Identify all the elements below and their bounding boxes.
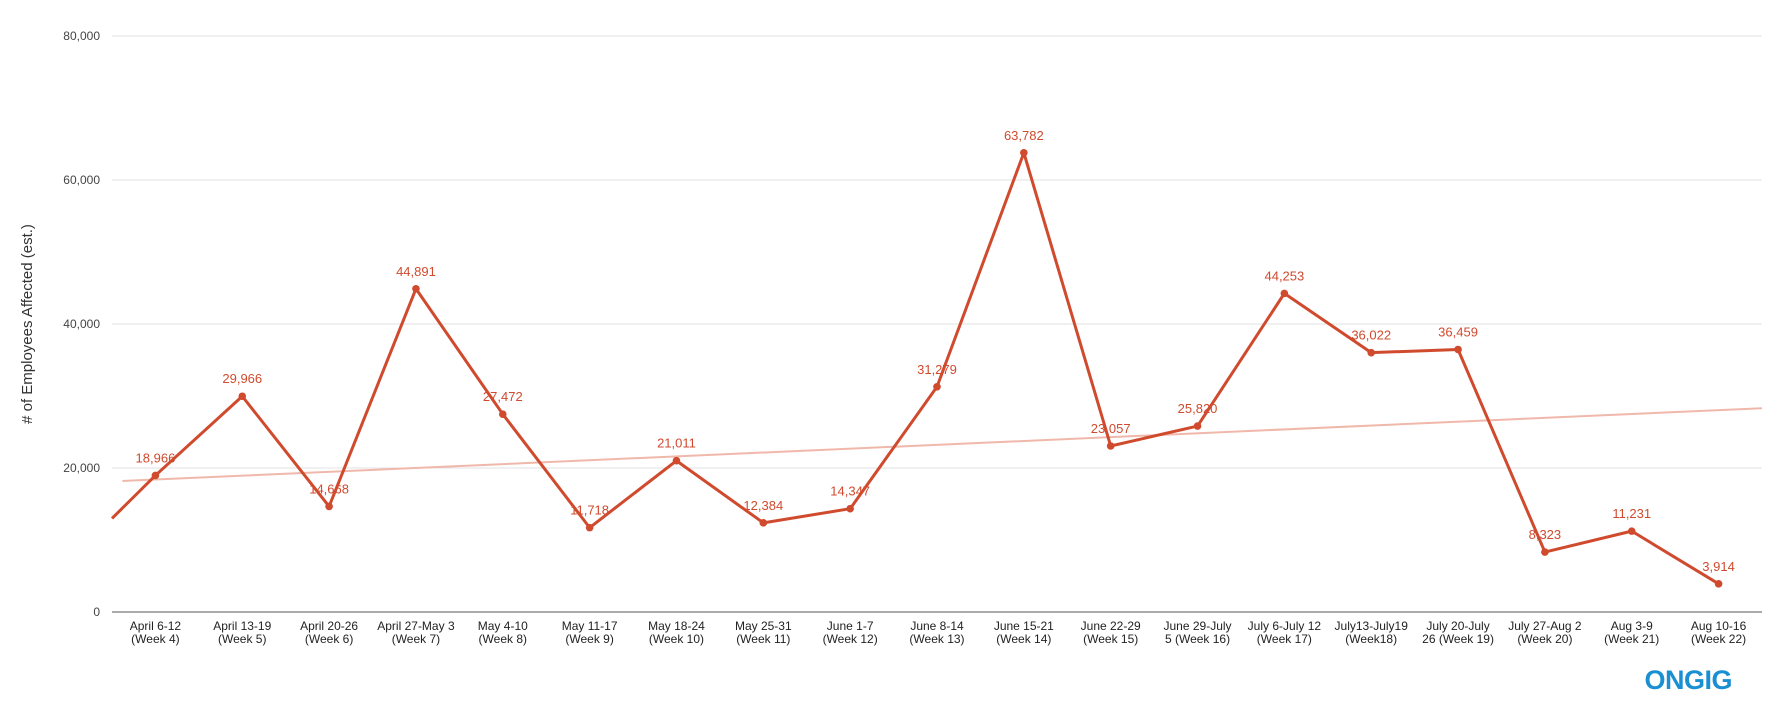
y-tick-label: 0: [93, 605, 100, 619]
data-point: [1454, 345, 1462, 354]
x-tick-label: June 29-July 5 (Week 16): [1164, 619, 1232, 646]
data-label: 31,279: [917, 362, 957, 377]
y-tick-label: 80,000: [63, 29, 100, 43]
x-tick-label: Aug 3-9 (Week 21): [1604, 619, 1659, 646]
x-tick-label: April 27-May 3 (Week 7): [377, 619, 455, 646]
data-label: 44,253: [1264, 268, 1304, 283]
data-point: [325, 502, 333, 511]
x-tick-label: April 6-12 (Week 4): [130, 619, 182, 646]
y-axis-label: # of Employees Affected (est.): [19, 224, 36, 424]
data-point: [672, 456, 681, 465]
x-tick-label: May 25-31 (Week 11): [735, 619, 792, 646]
data-label: 12,384: [743, 498, 783, 513]
x-tick-label: April 13-19 (Week 5): [213, 619, 271, 646]
grid-lines: [112, 35, 1762, 613]
data-point: [1280, 289, 1289, 298]
x-tick-label: May 11-17 (Week 9): [562, 619, 618, 646]
data-point: [759, 519, 768, 527]
data-point: [933, 382, 941, 391]
data-label: 63,782: [1004, 128, 1044, 143]
data-label: 36,459: [1438, 324, 1478, 339]
data-point: [1627, 527, 1636, 535]
data-point: [412, 284, 420, 293]
data-label: 29,966: [222, 371, 262, 386]
data-point: [585, 523, 594, 532]
x-tick-label: June 22-29 (Week 15): [1081, 619, 1141, 646]
data-label: 8,323: [1529, 527, 1562, 542]
x-tick-label: July 20-July 26 (Week 19): [1422, 619, 1494, 646]
x-tick-label: May 4-10 (Week 8): [478, 619, 528, 646]
data-label: 25,820: [1178, 401, 1218, 416]
data-label: 3,914: [1702, 559, 1735, 574]
trendline: [122, 407, 1763, 482]
data-point: [1714, 580, 1723, 588]
x-tick-label: June 8-14 (Week 13): [909, 619, 964, 646]
data-label: 23,057: [1091, 421, 1131, 436]
x-tick-label: Aug 10-16 (Week 22): [1691, 619, 1747, 646]
data-point: [1020, 148, 1028, 157]
y-tick-label: 40,000: [63, 317, 100, 331]
data-label: 14,668: [309, 481, 349, 496]
data-label: 21,011: [657, 436, 696, 451]
data-point: [498, 410, 507, 419]
series-line: [110, 151, 1720, 586]
data-point: [1193, 422, 1202, 430]
data-point: [1541, 548, 1549, 556]
x-tick-label: April 20-26 (Week 6): [300, 619, 358, 646]
trendline-group: [122, 407, 1763, 482]
y-axis-ticks: 0 20,000 40,000 60,000 80,000: [63, 29, 100, 619]
x-tick-label: July13-July19 (Week18): [1335, 619, 1409, 646]
data-label: 27,472: [483, 389, 523, 404]
series-group: 18,966 29,966 14,668 44,891 27,472 11,718 21,0…: [110, 128, 1735, 588]
x-tick-label: June 1-7 (Week 12): [823, 619, 878, 646]
x-axis-ticks: April 6-12 (Week 4) April 13-19 (Week 5) Apr…: [130, 619, 1747, 646]
data-point: [1106, 442, 1115, 450]
y-tick-label: 20,000: [63, 461, 100, 475]
x-tick-label: July 27-Aug 2 (Week 20): [1508, 619, 1582, 646]
x-tick-label: June 15-21 (Week 14): [994, 619, 1054, 646]
data-label: 36,022: [1351, 328, 1391, 343]
data-point: [238, 392, 247, 401]
data-point: [846, 504, 854, 513]
data-point: [151, 471, 160, 480]
data-point: [1367, 348, 1376, 357]
data-label: 14,347: [830, 484, 870, 499]
ongig-logo: ONGIG: [1644, 665, 1732, 695]
x-tick-label: July 6-July 12 (Week 17): [1248, 619, 1322, 646]
x-tick-label: May 18-24 (Week 10): [648, 619, 705, 646]
data-label: 11,231: [1612, 506, 1651, 521]
y-tick-label: 60,000: [63, 173, 100, 187]
data-label: 44,891: [396, 264, 436, 279]
data-label: 18,966: [136, 450, 176, 465]
data-label: 11,718: [570, 503, 609, 518]
